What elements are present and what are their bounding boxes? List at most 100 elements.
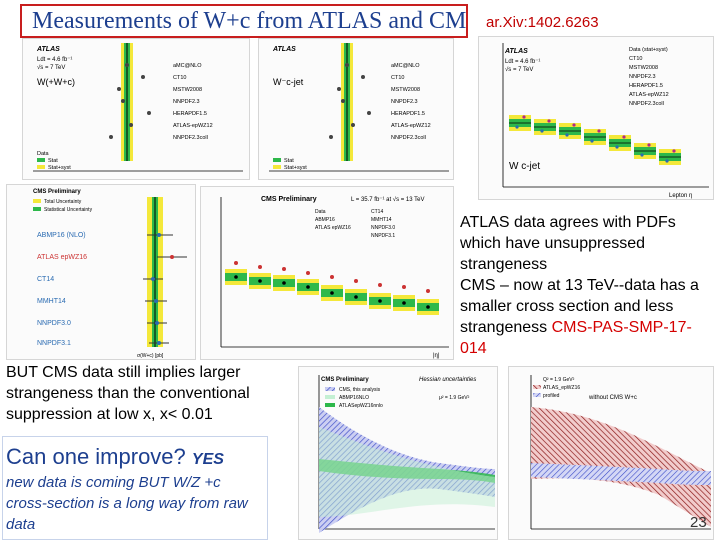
cms3-light-band: [319, 427, 495, 517]
atlas2-legend-1: Stat+syst: [284, 165, 307, 171]
cms1-xlabel: σ(W+c) [pb]: [137, 353, 164, 359]
improve-box: [2, 436, 268, 540]
atlas-plot-2-svg: ATLAS W⁻c-jet aMC@NLO CT10 MSTW2008 NNPD…: [259, 39, 453, 179]
cms1-pdf-4: NNPDF3.0: [37, 320, 71, 327]
cms2-legend-4: MMHT14: [371, 217, 392, 223]
but-paragraph: BUT CMS data still implies larger strang…: [6, 364, 250, 423]
atlas2-pdf-2: MSTW2008: [391, 87, 420, 93]
atlas2-collab: ATLAS: [272, 46, 296, 53]
atlas3-lumi: Ldt = 4.6 fb⁻¹: [505, 59, 540, 65]
atlas1-pdf-4: HERAPDF1.5: [173, 111, 207, 117]
atlas-plot-2: ATLAS W⁻c-jet aMC@NLO CT10 MSTW2008 NNPD…: [258, 38, 454, 180]
atlas3-legend-6: NNPDF2.3coll: [629, 101, 664, 107]
cms3-legend-2: ATLASepWZ16nnlo: [339, 403, 383, 409]
atlas-plot-3-svg: ATLAS Ldt = 4.6 fb⁻¹ √s = 7 TeV W c-jet …: [479, 37, 713, 199]
atlas1-label: W(+W+c): [37, 77, 75, 87]
cms1-pdf-0: ABMP16 (NLO): [37, 232, 86, 239]
cms1-pdf-1: ATLAS epWZ16: [37, 254, 87, 261]
cms1-pdf-5: NNPDF3.1: [37, 340, 71, 347]
cms-reference-link[interactable]: CMS-PAS-SMP-17-014: [460, 319, 692, 357]
atlas3-legend-3: NNPDF2.3: [629, 74, 656, 80]
atlas3-legend-0: Data (stat+syst): [629, 47, 668, 53]
atlas1-pdf-3: NNPDF2.3: [173, 99, 200, 105]
atlas1-pdf-2: MSTW2008: [173, 87, 202, 93]
atlas2-legend-0: Stat: [284, 158, 294, 164]
atlas1-legend-2: Stat+syst: [48, 165, 71, 171]
cms1-legend-1: Statistical Uncertainty: [44, 207, 93, 213]
cms-plot-3-svg: CMS Preliminary Hessian uncertainties CM…: [299, 367, 497, 539]
cms2-bins: [225, 261, 439, 315]
cms3-subtitle: Hessian uncertainties: [419, 377, 476, 383]
improve-yes: YES: [191, 451, 224, 468]
cms2-legend-6: NNPDF3.1: [371, 233, 395, 239]
cms2-legend-1: ABMP16: [315, 217, 335, 223]
atlas-agrees-paragraph: ATLAS data agrees with PDFs which have u…: [460, 212, 716, 359]
atlas3-energy: √s = 7 TeV: [505, 66, 533, 73]
cms2-legend-0: Data: [315, 209, 326, 215]
atlas1-legend-1: Stat: [48, 158, 58, 164]
cms-plot-2-svg: CMS Preliminary L = 35.7 fb⁻¹ at √s = 13…: [201, 187, 453, 359]
page-number: 23: [690, 514, 707, 531]
cms4-legend-1: ATLAS_epWZ16: [543, 385, 580, 391]
atlas2-pdf-3: NNPDF2.3: [391, 99, 418, 105]
cms2-xlabel: |η|: [433, 353, 440, 359]
atlas1-collab: ATLAS: [36, 46, 60, 53]
cms1-pdf-2: CT14: [37, 276, 54, 283]
atlas3-collab: ATLAS: [504, 48, 528, 55]
atlas1-pdf-0: aMC@NLO: [173, 63, 202, 69]
cms2-legend-2: ATLAS epWZ16: [315, 225, 351, 231]
cms-plot-4: Q² = 1.9 GeV² ATLAS_epWZ16 profiled with…: [508, 366, 714, 540]
atlas3-legend-1: CT10: [629, 56, 642, 62]
slide-title: Measurements of W+c from ATLAS and CMS: [20, 4, 468, 38]
atlas2-pdf-4: HERAPDF1.5: [391, 111, 425, 117]
improve-title-text: Can one improve?: [6, 444, 186, 469]
atlas3-label: W c-jet: [509, 161, 540, 172]
atlas1-pdf-6: NNPDF2.3coll: [173, 135, 208, 141]
atlas2-pdf-1: CT10: [391, 75, 404, 81]
improve-title: Can one improve? YES: [6, 444, 224, 470]
atlas-plot-1-svg: ATLAS Ldt = 4.6 fb⁻¹ √s = 7 TeV W(+W+c) …: [23, 39, 249, 179]
atlas1-pdf-5: ATLAS-epWZ12: [173, 123, 213, 129]
atlas1-pdf-1: CT10: [173, 75, 186, 81]
atlas2-label: W⁻c-jet: [273, 77, 304, 87]
cms3-q2: μ² = 1.9 GeV²: [439, 395, 470, 401]
cms3-legend-0: CMS, this analysis: [339, 387, 381, 393]
cms1-pdf-3: MMHT14: [37, 298, 66, 305]
atlas-agrees-text: ATLAS data agrees with PDFs which have u…: [460, 214, 676, 273]
atlas2-pdf-6: NNPDF2.3coll: [391, 135, 426, 141]
atlas3-legend-4: HERAPDF1.5: [629, 83, 663, 89]
cms-plot-2: CMS Preliminary L = 35.7 fb⁻¹ at √s = 13…: [200, 186, 454, 360]
cms1-header: CMS Preliminary: [33, 189, 81, 195]
atlas1-legend-0: Data: [37, 151, 50, 157]
atlas2-pdf-0: aMC@NLO: [391, 63, 420, 69]
cms4-red-band: [531, 407, 711, 527]
cms2-legend-3: CT14: [371, 209, 383, 215]
atlas1-lumi: Ldt = 4.6 fb⁻¹: [37, 57, 72, 63]
atlas-plot-1: ATLAS Ldt = 4.6 fb⁻¹ √s = 7 TeV W(+W+c) …: [22, 38, 250, 180]
cms2-lumi: L = 35.7 fb⁻¹ at √s = 13 TeV: [351, 196, 425, 203]
cms2-header: CMS Preliminary: [261, 196, 317, 203]
atlas3-legend-2: MSTW2008: [629, 65, 658, 71]
cms2-legend-5: NNPDF3.0: [371, 225, 395, 231]
slide-title-text: Measurements of W+c from ATLAS and CMS: [32, 8, 468, 34]
cms-plot-1: CMS Preliminary Total Uncertainty Statis…: [6, 184, 196, 360]
cms-now-text: CMS – now at 13 TeV--data has a smaller …: [460, 277, 699, 336]
cms3-header: CMS Preliminary: [321, 377, 369, 383]
atlas3-data-bins: [509, 115, 681, 165]
cms4-legend-0: Q² = 1.9 GeV²: [543, 377, 575, 383]
atlas1-energy: √s = 7 TeV: [37, 64, 65, 71]
cms1-legend-0: Total Uncertainty: [44, 199, 82, 205]
cms-plot-1-svg: CMS Preliminary Total Uncertainty Statis…: [7, 185, 195, 359]
cms-plot-3: CMS Preliminary Hessian uncertainties CM…: [298, 366, 498, 540]
atlas3-legend-5: ATLAS-epWZ12: [629, 92, 669, 98]
arxiv-reference: ar.Xiv:1402.6263: [486, 14, 599, 31]
atlas3-xlabel: Lepton η: [669, 193, 692, 199]
improve-body: new data is coming BUT W/Z +c cross-sect…: [6, 474, 248, 533]
cms4-legend-2: profiled: [543, 393, 560, 399]
cms-plot-4-svg: Q² = 1.9 GeV² ATLAS_epWZ16 profiled with…: [509, 367, 713, 539]
cms3-legend-1: ABMP16NLO: [339, 395, 369, 401]
atlas2-pdf-5: ATLAS-epWZ12: [391, 123, 431, 129]
cms4-annotation: without CMS W+c: [588, 395, 637, 401]
cms4-blue-band: [531, 463, 711, 485]
atlas-plot-3: ATLAS Ldt = 4.6 fb⁻¹ √s = 7 TeV W c-jet …: [478, 36, 714, 200]
